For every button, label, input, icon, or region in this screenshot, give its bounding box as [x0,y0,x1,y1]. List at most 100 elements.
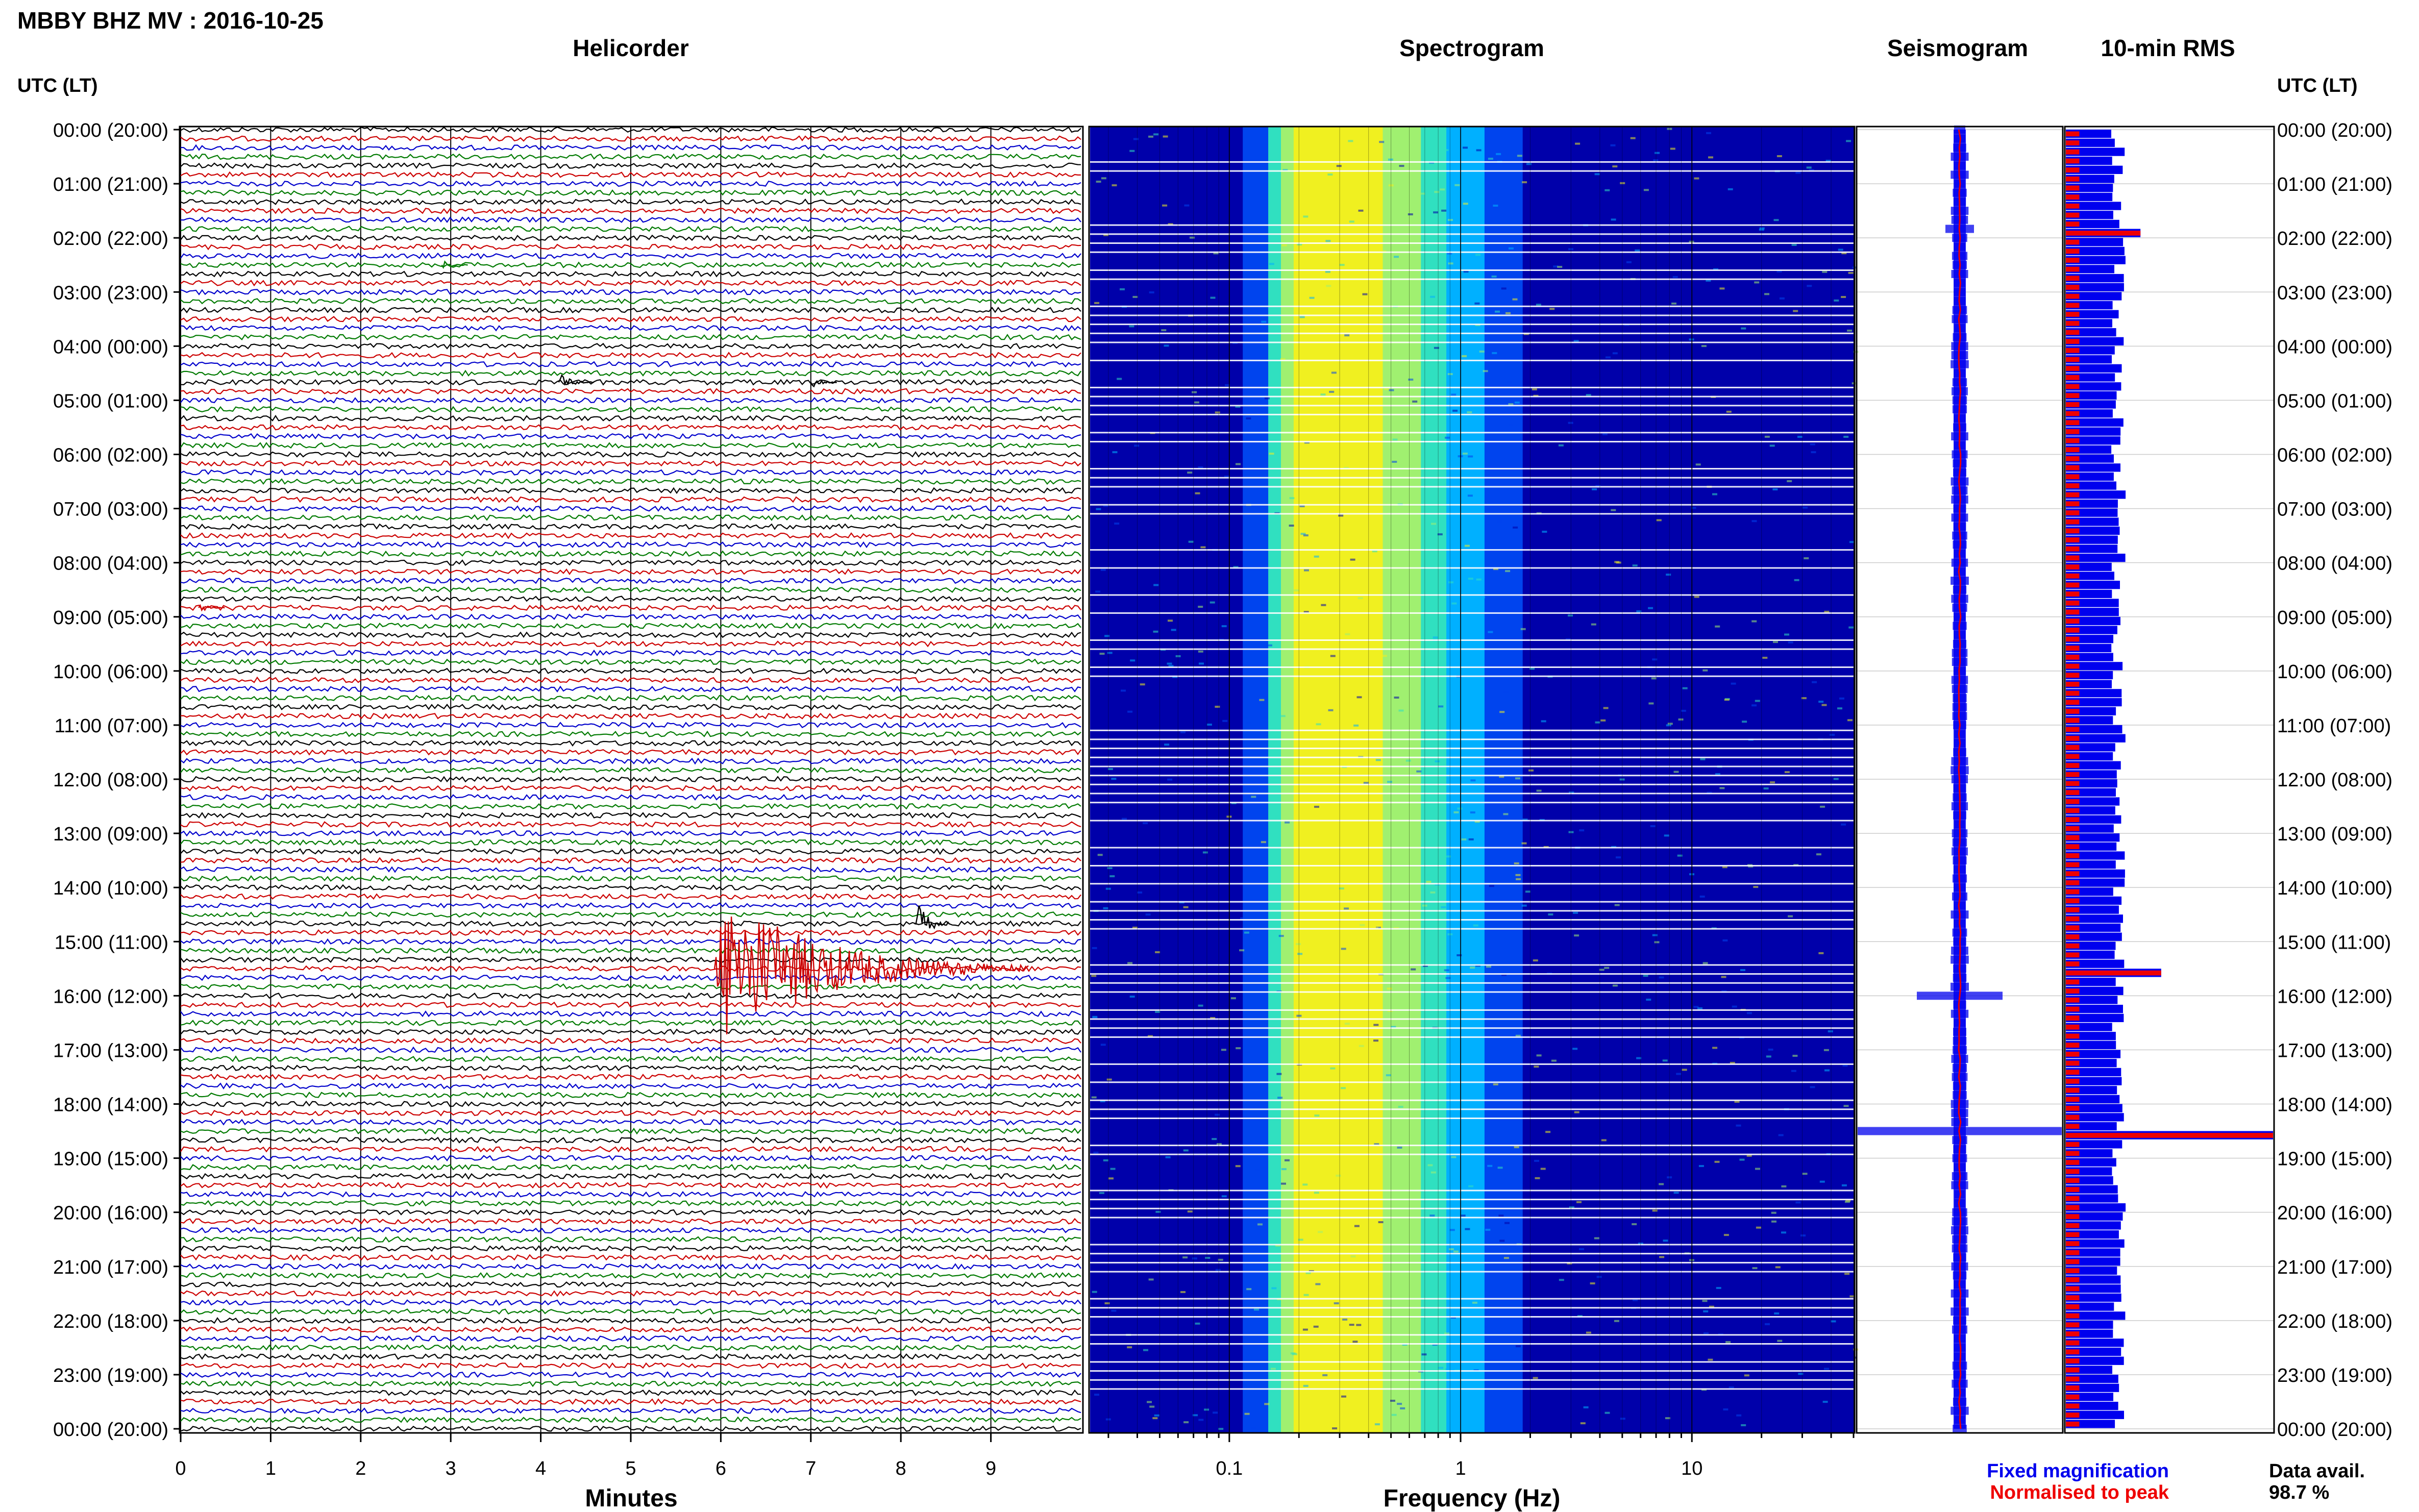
spectrogram-speckle [1444,1332,1450,1335]
hour-label-left: 06:00 (02:00) [53,445,168,466]
spectrogram-speckle [1152,1319,1158,1322]
spectrogram-speckle [1538,1248,1543,1250]
rms-bar-normalised [2066,1151,2080,1156]
spectrogram-speckle [1647,231,1652,234]
helicorder-trace [180,352,1081,359]
spectrogram-speckle [1155,1011,1161,1013]
spectrogram-speckle [1616,856,1621,859]
spectrogram-speckle [1344,334,1350,337]
helicorder-x-ticks: 0 1 2 3 4 5 6 7 8 9 [175,1433,996,1479]
rms-bar-fixed [2066,274,2124,283]
spectrogram-speckle [1611,509,1616,511]
spectrogram-speckle [1575,142,1581,145]
spectrogram-speckle [1729,1348,1734,1351]
rms-bar-normalised [2066,853,2080,858]
spectrogram-speckle [1426,619,1432,622]
spectrogram-band [1739,127,1752,1433]
spectrogram-speckle [1092,1291,1097,1293]
helicorder-trace [180,803,1081,810]
helicorder-trace [180,812,1081,819]
spectrogram-gap [1090,802,1854,804]
spectrogram-speckle [1755,1168,1760,1170]
spectrogram-speckle [1501,287,1507,290]
spectrogram-speckle [1299,505,1305,507]
rms-bar-normalised [2066,817,2080,822]
rms-bar-fixed [2066,256,2126,264]
spectrogram-speckle [1129,247,1135,250]
spectrogram-speckle [1831,1320,1836,1323]
spectrogram-speckle [1114,523,1120,525]
spectrogram-speckle [1239,949,1245,952]
spectrogram-speckle [1713,268,1718,270]
spectrogram-band [1510,127,1523,1433]
rms-bar-fixed [2066,698,2122,707]
spectrogram-speckle [1155,951,1161,953]
spectrogram-speckle [1259,699,1265,701]
rms-bar-fixed [2066,725,2122,734]
spectrogram-speckle [1525,890,1531,893]
spectrogram-speckle [1604,966,1610,969]
spectrogram-speckle [1091,975,1097,977]
spectrogram-speckle [1663,1240,1668,1242]
rms-bar-fixed [2066,851,2125,860]
spectrogram-speckle [1514,862,1519,864]
rms-bar-fixed [2066,382,2121,391]
spectrogram-gap [1090,1207,1854,1209]
spectrogram-speckle [1138,1134,1144,1137]
rms-bar-normalised [2066,239,2080,245]
spectrogram-speckle [1723,1408,1729,1410]
hour-label-left: 19:00 (15:00) [53,1149,168,1170]
helicorder-trace [180,261,1081,268]
spectrogram-speckle [1723,1234,1729,1236]
spectrogram-speckle [1493,1083,1498,1085]
spectrogram-speckle [1200,1105,1205,1108]
spectrogram-speckle [1739,1158,1745,1161]
spectrogram-speckle [1341,948,1346,950]
rms-bar-normalised [2066,1114,2080,1120]
rms-bar-fixed [2066,1284,2121,1293]
spectrogram-speckle [1503,813,1509,815]
spectrogram-speckle [1112,451,1118,454]
spectrogram-speckle [1774,1312,1780,1315]
spectrogram-speckle [1339,210,1345,212]
spectrogram-speckle [1844,1273,1850,1275]
spectrogram-speckle [1122,817,1127,820]
spectrogram-speckle [1441,209,1447,212]
helicorder-trace [180,234,1081,241]
spectrogram-speckle [1833,778,1839,780]
rms-bar-normalised [2066,231,2141,236]
helicorder-trace [180,1037,1081,1045]
spectrogram-speckle [1130,659,1136,662]
spectrogram-speckle [1384,383,1389,386]
spectrogram-speckle [1210,601,1215,604]
helicorder-trace [180,730,1081,737]
spectrogram-band [1141,127,1154,1433]
rms-bar-fixed [2066,932,2122,941]
rms-bar-normalised [2066,1205,2080,1210]
spectrogram-speckle [1655,152,1660,154]
spectrogram-speckle [1847,719,1853,722]
spectrogram-speckle [1722,866,1727,869]
spectrogram-speckle [1652,1209,1658,1212]
spectrogram-speckle [1731,682,1736,685]
helicorder-trace [180,550,1081,557]
spectrogram-gap [1090,233,1854,235]
spectrogram-gap [1090,748,1854,750]
spectrogram-speckle [1678,718,1684,721]
helicorder-trace [180,270,1081,278]
rms-bar-normalised [2066,1169,2080,1174]
helicorder-trace [180,667,1081,675]
rms-bar-normalised [2066,519,2080,525]
spectrogram-gap [1090,486,1854,488]
spectrogram-speckle [1356,1324,1362,1326]
spectrogram-speckle [1831,952,1837,955]
data-avail-label: Data avail. [2269,1460,2365,1482]
rms-bar-normalised [2066,528,2080,534]
helicorder-trace [180,1407,1081,1414]
spectrogram-gap [1090,1108,1854,1110]
spectrogram-speckle [1094,1394,1099,1396]
spectrogram-speckle [1659,1183,1664,1185]
hour-labels-right: 00:00 (20:00) 01:00 (21:00) 02:00 (22:00) 0… [2277,120,2392,1441]
spectrogram-speckle [1202,851,1208,854]
rms-bar-fixed [2066,1140,2122,1149]
